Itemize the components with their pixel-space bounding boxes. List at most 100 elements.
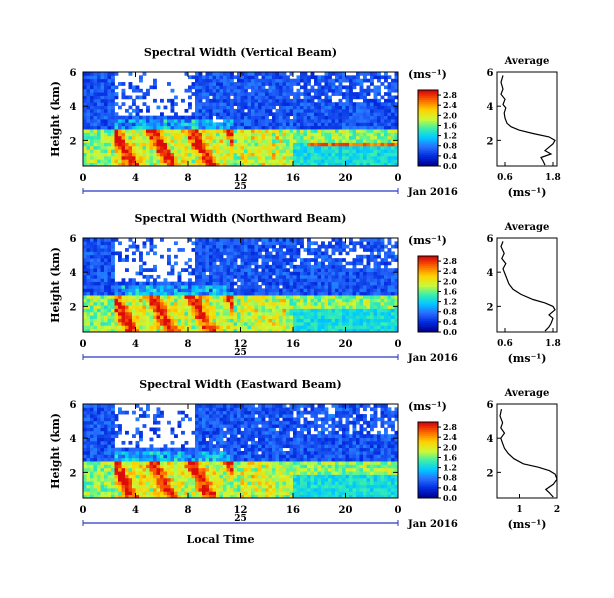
heatmap-cell xyxy=(275,129,280,133)
heatmap-cell xyxy=(100,274,105,279)
heatmap-cell xyxy=(328,115,332,120)
heatmap-cell xyxy=(195,98,199,103)
heatmap-cell xyxy=(209,298,213,303)
heatmap-cell xyxy=(261,238,266,242)
heatmap-cell xyxy=(380,105,385,110)
heatmap-cell xyxy=(240,281,245,286)
heatmap-cell xyxy=(296,281,301,286)
heatmap-cell xyxy=(132,487,136,492)
heatmap-cell xyxy=(230,241,234,246)
heatmap-cell xyxy=(359,102,364,106)
heatmap-cell xyxy=(265,288,269,293)
heatmap-cell xyxy=(352,264,357,269)
heatmap-cell xyxy=(373,248,378,252)
heatmap-cell xyxy=(352,291,357,296)
heatmap-cell xyxy=(209,105,213,110)
heatmap-cell xyxy=(331,135,336,140)
heatmap-cell xyxy=(317,318,322,323)
heatmap-cell xyxy=(135,159,140,164)
heatmap-cell xyxy=(293,149,297,153)
heatmap-cell xyxy=(107,112,112,117)
heatmap-cell xyxy=(114,457,119,462)
heatmap-cell xyxy=(261,92,266,96)
heatmap-cell xyxy=(223,102,227,106)
heatmap-cell xyxy=(212,248,217,252)
heatmap-cell xyxy=(363,129,367,133)
heatmap-cell xyxy=(384,108,388,113)
heatmap-cell xyxy=(121,305,126,309)
heatmap-cell xyxy=(216,264,220,269)
heatmap-cell xyxy=(132,328,136,333)
heatmap-cell xyxy=(90,278,94,283)
heatmap-cell xyxy=(135,474,140,479)
x-tick-label: 16 xyxy=(286,339,300,350)
heatmap-cell xyxy=(170,315,175,319)
heatmap-cell xyxy=(93,464,98,469)
heatmap-cell xyxy=(153,145,157,150)
heatmap-cell xyxy=(167,291,171,296)
heatmap-cell xyxy=(335,92,339,96)
heatmap-cell xyxy=(349,85,353,90)
heatmap-cell xyxy=(293,244,297,249)
heatmap-cell xyxy=(321,241,325,246)
heatmap-cell xyxy=(254,285,259,289)
heatmap-cell xyxy=(156,288,161,293)
heatmap-cell xyxy=(279,72,283,76)
heatmap-cell xyxy=(118,477,122,482)
heatmap-cell xyxy=(251,105,255,110)
heatmap-cell xyxy=(198,108,203,113)
heatmap-cell xyxy=(237,78,241,83)
heatmap-cell xyxy=(230,298,234,303)
heatmap-cell xyxy=(310,318,315,323)
heatmap-cell xyxy=(104,404,108,408)
heatmap-cell xyxy=(212,132,217,137)
heatmap-cell xyxy=(296,298,301,303)
heatmap-cell xyxy=(240,108,245,113)
heatmap-cell xyxy=(268,108,273,113)
heatmap-cell xyxy=(104,295,108,299)
heatmap-cell xyxy=(121,139,126,143)
heatmap-cell xyxy=(121,464,126,469)
heatmap-cell xyxy=(177,288,182,293)
heatmap-cell xyxy=(314,119,318,123)
heatmap-cell xyxy=(331,139,336,143)
heatmap-cell xyxy=(135,444,140,449)
heatmap-cell xyxy=(279,132,283,137)
heatmap-cell xyxy=(293,288,297,293)
heatmap-cell xyxy=(170,102,175,106)
heatmap-cell xyxy=(153,281,157,286)
heatmap-cell xyxy=(247,274,252,279)
colorbar-tick-label: 1.6 xyxy=(443,286,457,296)
heatmap-cell xyxy=(240,278,245,283)
heatmap-cell xyxy=(279,88,283,93)
heatmap-cell xyxy=(121,311,126,316)
heatmap-cell xyxy=(275,95,280,100)
heatmap-cell xyxy=(387,278,392,283)
heatmap-cell xyxy=(384,308,388,313)
heatmap-cell xyxy=(202,88,206,93)
heatmap-cell xyxy=(328,274,332,279)
heatmap-cell xyxy=(394,145,399,150)
heatmap-cell xyxy=(251,301,255,306)
heatmap-cell xyxy=(286,162,290,167)
heatmap-cell xyxy=(321,268,325,272)
heatmap-cell xyxy=(195,108,199,113)
heatmap-cell xyxy=(380,159,385,164)
heatmap-cell xyxy=(195,278,199,283)
heatmap-cell xyxy=(265,308,269,313)
profile-line xyxy=(500,241,556,332)
heatmap-cell xyxy=(279,135,283,140)
heatmap-cell xyxy=(233,308,238,313)
heatmap-cell xyxy=(195,248,199,252)
heatmap-cell xyxy=(149,238,154,242)
heatmap-cell xyxy=(258,295,262,299)
colorbar-segment xyxy=(418,275,438,278)
heatmap-cell xyxy=(328,254,332,259)
heatmap-cell xyxy=(198,152,203,157)
heatmap-cell xyxy=(352,139,357,143)
colorbar-segment xyxy=(418,97,438,100)
heatmap-cell xyxy=(233,152,238,157)
heatmap-cell xyxy=(90,464,94,469)
heatmap-cell xyxy=(286,115,290,120)
heatmap-cell xyxy=(205,261,210,266)
